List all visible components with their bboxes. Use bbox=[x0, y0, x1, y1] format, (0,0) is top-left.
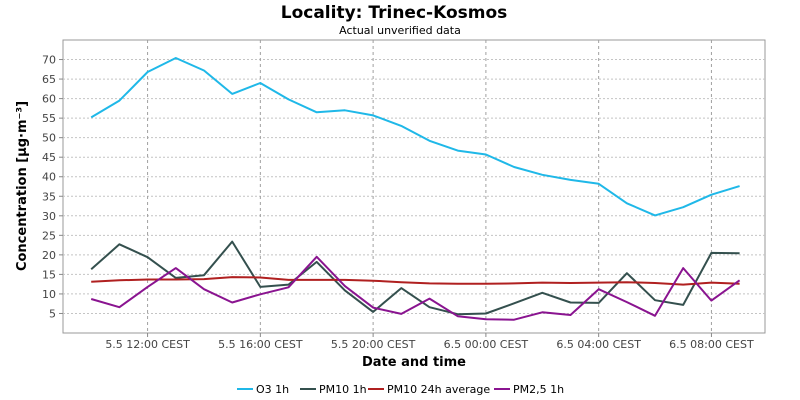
series-lines bbox=[90, 57, 741, 321]
legend-label-pm10-24h-average: PM10 24h average bbox=[387, 383, 490, 396]
y-tick-label: 5 bbox=[49, 307, 56, 320]
x-tick-label: 6.5 04:00 CEST bbox=[556, 338, 641, 351]
y-tick-label: 50 bbox=[42, 132, 56, 145]
series-line-pm10-1h bbox=[90, 240, 740, 316]
y-tick-label: 20 bbox=[42, 249, 56, 262]
y-tick-label: 60 bbox=[42, 93, 56, 106]
legend-label-pm2-5-1h: PM2,5 1h bbox=[513, 383, 564, 396]
series-line-pm10-24h-average bbox=[91, 276, 740, 286]
series-line-o3-1h bbox=[90, 57, 740, 217]
y-tick-label: 70 bbox=[42, 54, 56, 67]
x-tick-label: 5.5 16:00 CEST bbox=[218, 338, 303, 351]
y-tick-label: 65 bbox=[42, 73, 56, 86]
x-tick-label: 5.5 20:00 CEST bbox=[331, 338, 416, 351]
legend-label-pm10-1h: PM10 1h bbox=[319, 383, 367, 396]
y-tick-label: 30 bbox=[42, 210, 56, 223]
axes: 5 10 15 20 25 30 35 40 45 50 55 60 65 70 5.5 12:00 CES… bbox=[42, 54, 754, 351]
x-axis-label: Date and time bbox=[362, 355, 466, 370]
legend-label-o3-1h: O3 1h bbox=[256, 383, 289, 396]
y-axis-label: Concentration [µg·m⁻³] bbox=[15, 101, 30, 271]
y-tick-label: 45 bbox=[42, 151, 56, 164]
y-tick-label: 35 bbox=[42, 190, 56, 203]
y-tick-label: 10 bbox=[42, 288, 56, 301]
chart-subtitle: Actual unverified data bbox=[339, 24, 461, 37]
series-line-pm2-5-1h bbox=[90, 255, 741, 321]
y-tick-label: 25 bbox=[42, 229, 56, 242]
x-tick-label: 5.5 12:00 CEST bbox=[105, 338, 190, 351]
y-tick-label: 15 bbox=[42, 268, 56, 281]
y-tick-label: 40 bbox=[42, 171, 56, 184]
x-tick-label: 6.5 00:00 CEST bbox=[444, 338, 529, 351]
y-tick-label: 55 bbox=[42, 112, 56, 125]
legend: O3 1h PM10 1h PM10 24h average PM2,5 1h bbox=[237, 383, 564, 396]
plot-area bbox=[62, 39, 766, 334]
gridlines bbox=[63, 40, 765, 333]
x-tick-label: 6.5 08:00 CEST bbox=[669, 338, 754, 351]
chart-title: Locality: Trinec-Kosmos bbox=[281, 3, 508, 23]
